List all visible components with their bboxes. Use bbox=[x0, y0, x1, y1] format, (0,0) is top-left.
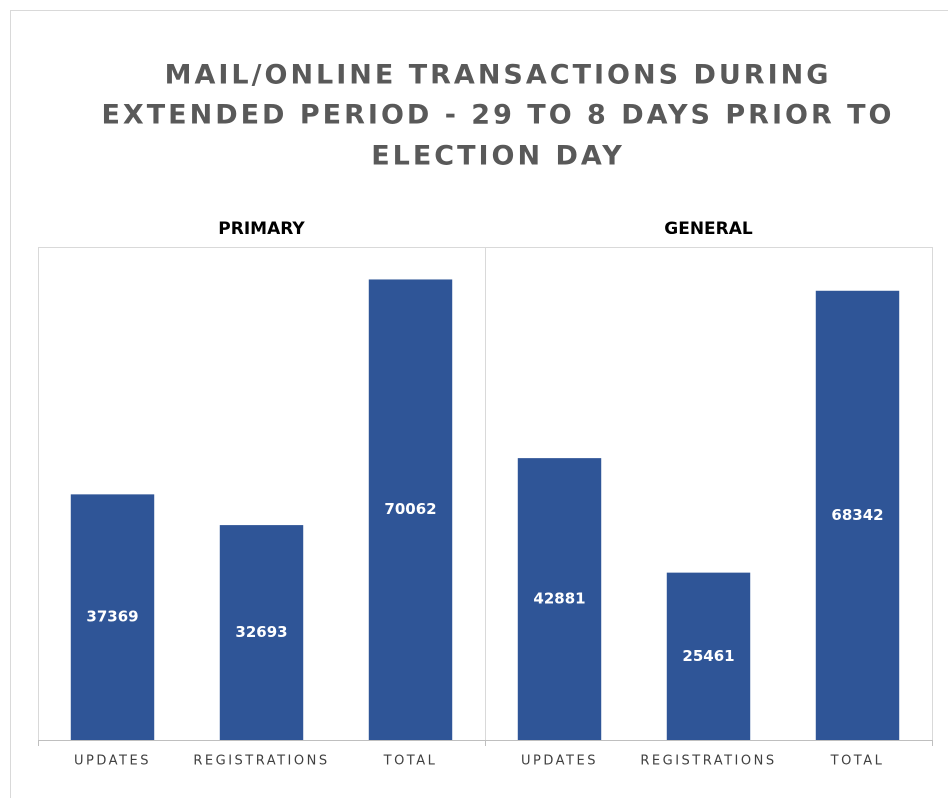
x-tick-label: TOTAL bbox=[830, 754, 885, 769]
value-label: 32693 bbox=[235, 623, 287, 641]
panel-title: GENERAL bbox=[664, 219, 753, 239]
value-label: 42881 bbox=[533, 590, 585, 608]
value-label: 68342 bbox=[831, 506, 883, 524]
x-tick-label: UPDATES bbox=[521, 754, 598, 769]
bar bbox=[219, 525, 304, 740]
x-tick-label: TOTAL bbox=[383, 754, 438, 769]
chart-title: EXTENDED PERIOD - 29 TO 8 DAYS PRIOR TO bbox=[101, 100, 894, 131]
x-tick-label: UPDATES bbox=[74, 754, 151, 769]
chart-frame bbox=[10, 10, 948, 798]
bar bbox=[815, 290, 900, 740]
chart-title: ELECTION DAY bbox=[371, 141, 625, 172]
chart-title: MAIL/ONLINE TRANSACTIONS DURING bbox=[165, 60, 832, 91]
value-label: 70062 bbox=[384, 500, 436, 518]
bar bbox=[517, 458, 602, 740]
bar bbox=[70, 494, 155, 740]
x-tick-label: REGISTRATIONS bbox=[640, 754, 776, 769]
bar bbox=[368, 279, 453, 740]
bar bbox=[666, 572, 751, 740]
value-label: 37369 bbox=[86, 608, 138, 626]
panel-title: PRIMARY bbox=[218, 219, 305, 239]
value-label: 25461 bbox=[682, 647, 734, 665]
x-tick-label: REGISTRATIONS bbox=[193, 754, 329, 769]
